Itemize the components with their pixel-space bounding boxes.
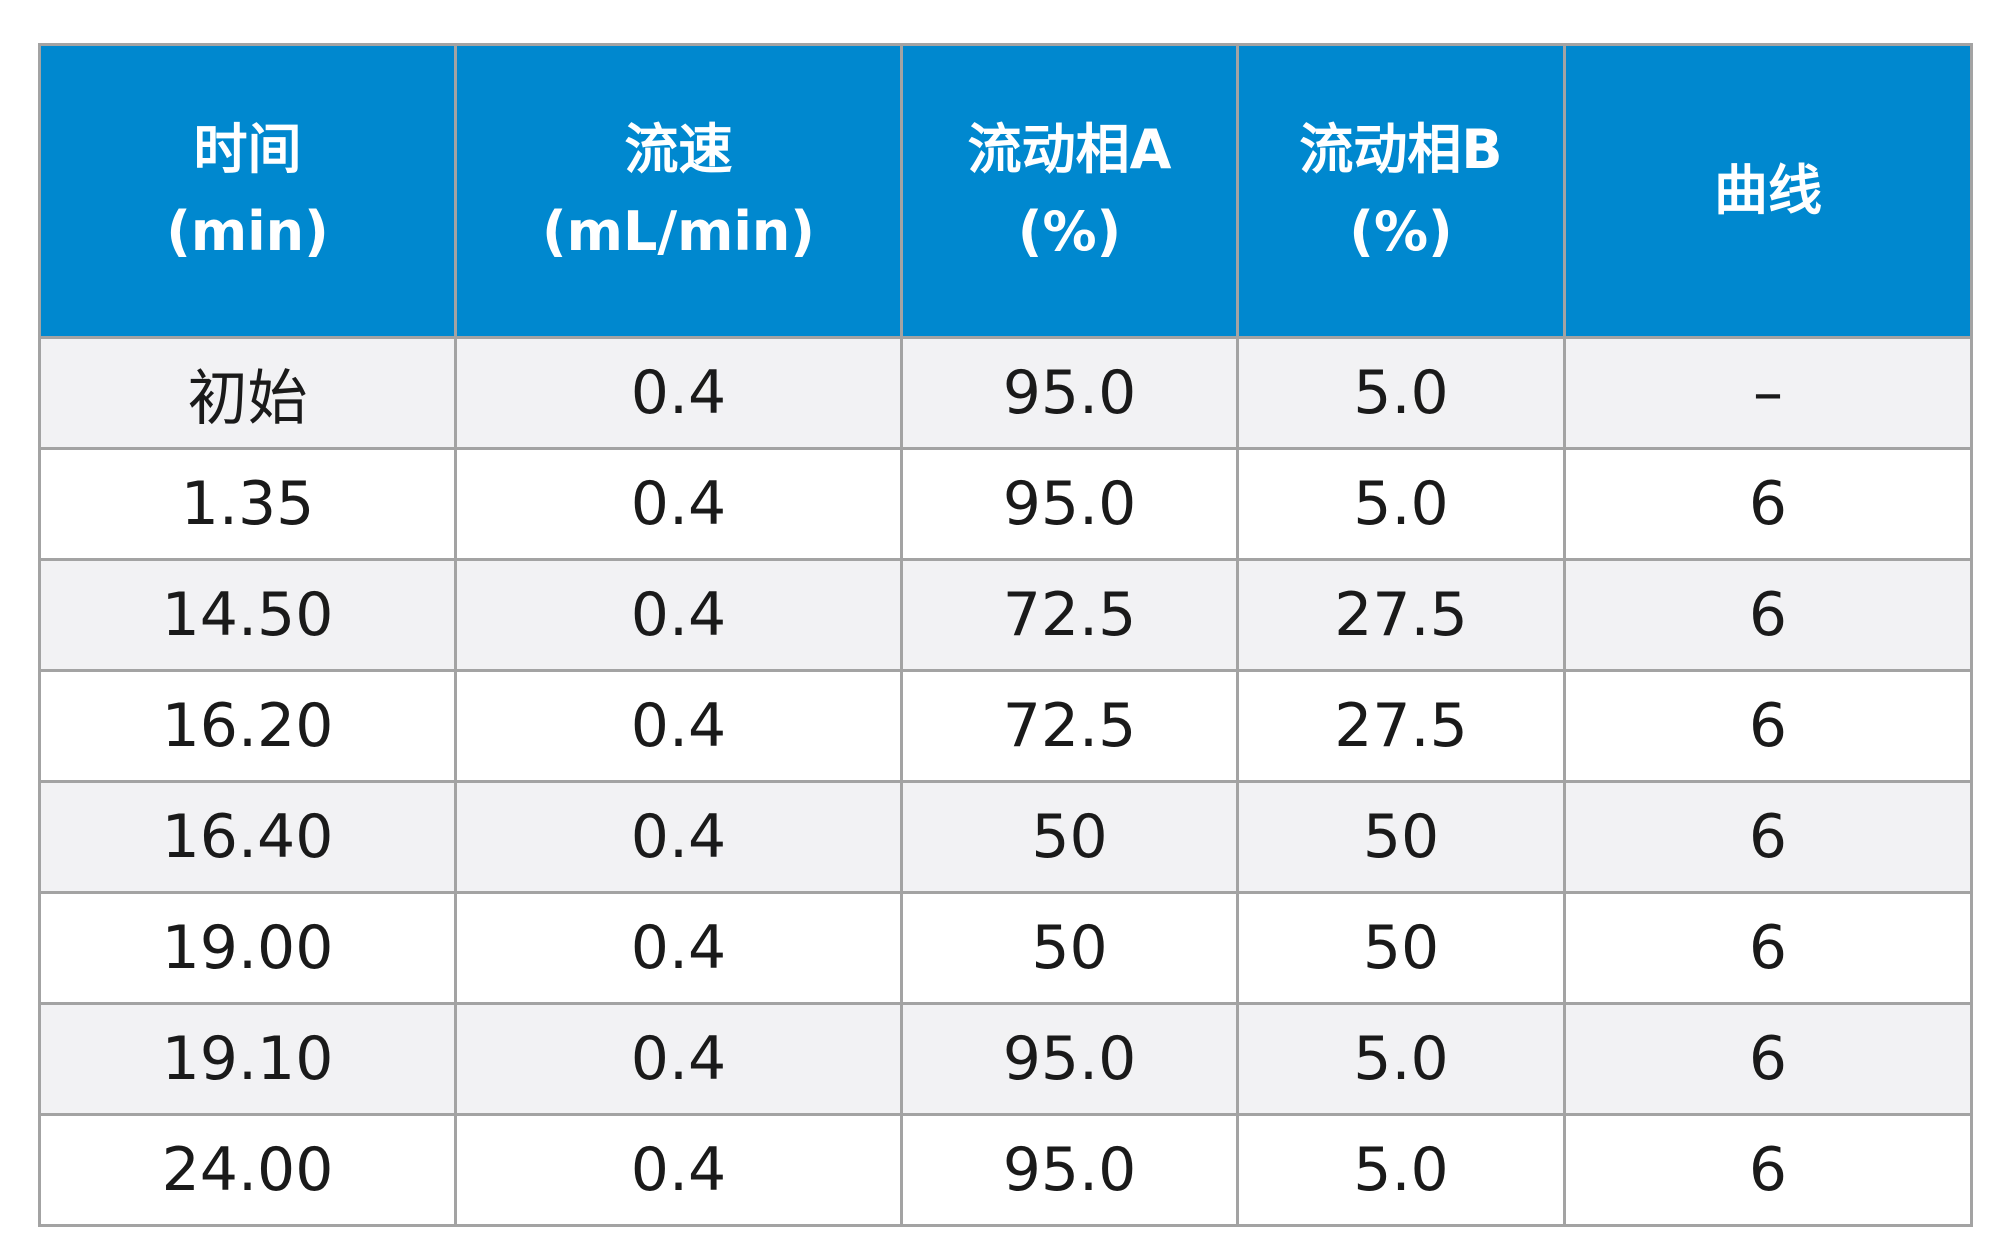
cell-curve: – xyxy=(1563,336,1973,450)
cell-flow-rate: 0.4 xyxy=(454,1002,903,1116)
cell-curve: 6 xyxy=(1563,891,1973,1005)
table-header: 时间 (min) 流速 (mL/min) 流动相A (%) 流动相B (%) 曲… xyxy=(38,43,1973,339)
cell-flow-rate: 0.4 xyxy=(454,1113,903,1227)
cell-time: 1.35 xyxy=(38,447,457,561)
header-mobile-phase-b-label: 流动相B xyxy=(1299,118,1503,181)
header-mobile-phase-a-label: 流动相A xyxy=(967,118,1172,181)
gradient-table: 时间 (min) 流速 (mL/min) 流动相A (%) 流动相B (%) 曲… xyxy=(38,43,1973,1227)
header-time-label: 时间 xyxy=(193,118,302,181)
header-time-unit: (min) xyxy=(166,200,329,263)
table-row: 24.00 0.4 95.0 5.0 6 xyxy=(38,1113,1973,1227)
cell-curve: 6 xyxy=(1563,780,1973,894)
cell-phase-b: 5.0 xyxy=(1236,447,1566,561)
cell-time: 19.10 xyxy=(38,1002,457,1116)
cell-phase-b: 27.5 xyxy=(1236,558,1566,672)
gradient-table-container: 时间 (min) 流速 (mL/min) 流动相A (%) 流动相B (%) 曲… xyxy=(38,43,1973,1227)
cell-flow-rate: 0.4 xyxy=(454,891,903,1005)
cell-phase-b: 27.5 xyxy=(1236,669,1566,783)
header-flow-rate-unit: (mL/min) xyxy=(542,200,815,263)
header-mobile-phase-b: 流动相B (%) xyxy=(1236,43,1566,339)
header-time: 时间 (min) xyxy=(38,43,457,339)
table-body: 初始 0.4 95.0 5.0 – 1.35 0.4 95.0 5.0 6 14… xyxy=(38,336,1973,1227)
cell-flow-rate: 0.4 xyxy=(454,669,903,783)
table-row: 1.35 0.4 95.0 5.0 6 xyxy=(38,447,1973,561)
cell-phase-b: 50 xyxy=(1236,891,1566,1005)
table-row: 19.00 0.4 50 50 6 xyxy=(38,891,1973,1005)
cell-phase-b: 5.0 xyxy=(1236,1002,1566,1116)
cell-phase-b: 5.0 xyxy=(1236,1113,1566,1227)
cell-phase-a: 95.0 xyxy=(900,1002,1239,1116)
cell-curve: 6 xyxy=(1563,1113,1973,1227)
cell-flow-rate: 0.4 xyxy=(454,447,903,561)
cell-phase-a: 50 xyxy=(900,891,1239,1005)
cell-time: 初始 xyxy=(38,336,457,450)
header-curve-label: 曲线 xyxy=(1714,159,1822,222)
table-row: 19.10 0.4 95.0 5.0 6 xyxy=(38,1002,1973,1116)
header-row: 时间 (min) 流速 (mL/min) 流动相A (%) 流动相B (%) 曲… xyxy=(38,43,1973,339)
header-mobile-phase-b-unit: (%) xyxy=(1349,200,1453,263)
cell-phase-a: 95.0 xyxy=(900,336,1239,450)
cell-curve: 6 xyxy=(1563,558,1973,672)
cell-time: 24.00 xyxy=(38,1113,457,1227)
header-flow-rate-label: 流速 xyxy=(624,118,733,181)
cell-phase-a: 95.0 xyxy=(900,447,1239,561)
table-row: 16.20 0.4 72.5 27.5 6 xyxy=(38,669,1973,783)
cell-phase-a: 72.5 xyxy=(900,558,1239,672)
cell-curve: 6 xyxy=(1563,1002,1973,1116)
cell-phase-b: 5.0 xyxy=(1236,336,1566,450)
header-flow-rate: 流速 (mL/min) xyxy=(454,43,903,339)
table-row: 14.50 0.4 72.5 27.5 6 xyxy=(38,558,1973,672)
cell-time: 14.50 xyxy=(38,558,457,672)
cell-flow-rate: 0.4 xyxy=(454,780,903,894)
table-row: 16.40 0.4 50 50 6 xyxy=(38,780,1973,894)
cell-time: 19.00 xyxy=(38,891,457,1005)
cell-phase-a: 50 xyxy=(900,780,1239,894)
header-mobile-phase-a-unit: (%) xyxy=(1017,200,1122,263)
cell-curve: 6 xyxy=(1563,669,1973,783)
cell-time: 16.20 xyxy=(38,669,457,783)
table-row: 初始 0.4 95.0 5.0 – xyxy=(38,336,1973,450)
cell-flow-rate: 0.4 xyxy=(454,558,903,672)
header-mobile-phase-a: 流动相A (%) xyxy=(900,43,1239,339)
cell-time: 16.40 xyxy=(38,780,457,894)
cell-flow-rate: 0.4 xyxy=(454,336,903,450)
cell-curve: 6 xyxy=(1563,447,1973,561)
cell-phase-b: 50 xyxy=(1236,780,1566,894)
header-curve: 曲线 xyxy=(1563,43,1973,339)
cell-phase-a: 72.5 xyxy=(900,669,1239,783)
cell-phase-a: 95.0 xyxy=(900,1113,1239,1227)
